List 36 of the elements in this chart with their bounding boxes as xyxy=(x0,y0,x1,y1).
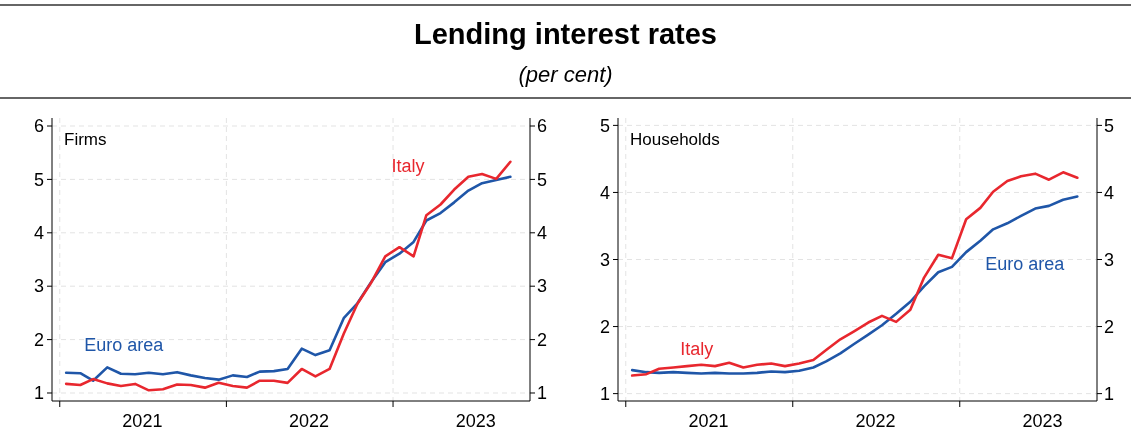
y2-tick-label: 1 xyxy=(1104,383,1115,404)
series-label: Italy xyxy=(680,339,714,360)
x-tick-label: 2023 xyxy=(1022,411,1063,431)
y-tick-label: 1 xyxy=(599,383,610,404)
y2-tick-label: 4 xyxy=(537,223,548,244)
y2-tick-label: 4 xyxy=(1104,182,1115,203)
y-tick-label: 5 xyxy=(33,169,44,190)
text: Lending interest rates xyxy=(414,18,717,50)
y-tick-label: 6 xyxy=(33,116,44,137)
y2-tick-label: 2 xyxy=(1104,316,1115,337)
y-tick-label: 4 xyxy=(33,223,44,244)
x-tick-label: 2022 xyxy=(289,411,330,431)
y-tick-label: 2 xyxy=(33,329,44,350)
series-label: Euro area xyxy=(84,335,165,356)
y-tick-label: 2 xyxy=(599,316,610,337)
y2-tick-label: 2 xyxy=(537,329,548,350)
series-label: Italy xyxy=(391,156,425,177)
x-tick-label: 2023 xyxy=(455,411,496,431)
y2-tick-label: 3 xyxy=(1104,249,1115,270)
y2-tick-label: 5 xyxy=(537,169,548,190)
x-tick-label: 2022 xyxy=(855,411,896,431)
y-tick-label: 4 xyxy=(599,182,610,203)
y2-tick-label: 6 xyxy=(537,116,548,137)
x-tick-label: 2021 xyxy=(122,411,163,431)
y-tick-label: 3 xyxy=(33,276,44,297)
y2-tick-label: 1 xyxy=(537,383,548,404)
x-tick-label: 2021 xyxy=(688,411,729,431)
y2-tick-label: 3 xyxy=(537,276,548,297)
y-tick-label: 1 xyxy=(33,383,44,404)
y-tick-label: 5 xyxy=(599,115,610,136)
text: Households xyxy=(630,130,720,149)
y-tick-label: 3 xyxy=(599,249,610,270)
y2-tick-label: 5 xyxy=(1104,115,1115,136)
text: Firms xyxy=(64,130,107,149)
series-label: Euro area xyxy=(985,253,1066,274)
text: (per cent) xyxy=(518,62,613,87)
